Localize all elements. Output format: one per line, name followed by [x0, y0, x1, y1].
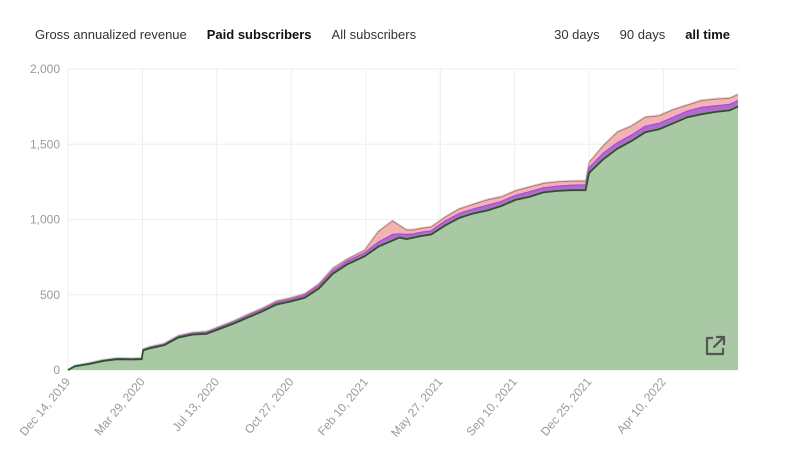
- series-3-line: [67, 94, 739, 371]
- y-tick-label: 1,000: [30, 213, 60, 227]
- x-tick-label: Mar 29, 2020: [92, 375, 148, 438]
- tab-gross-annualized-revenue[interactable]: Gross annualized revenue: [35, 27, 187, 42]
- series-1-area: [68, 106, 738, 370]
- x-tick-label: Apr 10, 2022: [614, 375, 669, 437]
- x-tick-label: Sep 10, 2021: [463, 375, 520, 439]
- x-tick-label: Jul 13, 2020: [169, 375, 222, 434]
- tab-paid-subscribers[interactable]: Paid subscribers: [206, 27, 312, 42]
- x-tick-label: Dec 14, 2019: [17, 375, 74, 439]
- series-3-line-highlight: [67, 93, 739, 370]
- y-tick-label: 1,500: [30, 137, 60, 151]
- x-tick-label: May 27, 2021: [388, 375, 446, 440]
- x-tick-label: Feb 10, 2021: [315, 375, 371, 438]
- series-3-band: [68, 94, 738, 370]
- series-1-line: [67, 105, 739, 371]
- y-tick-label: 2,000: [30, 62, 60, 76]
- tab-all-time[interactable]: all time: [685, 27, 730, 42]
- external-link-icon[interactable]: [703, 334, 727, 358]
- range-tabs: 30 days 90 days all time: [554, 27, 730, 42]
- metric-tabs: Gross annualized revenue Paid subscriber…: [35, 27, 416, 42]
- tab-90-days[interactable]: 90 days: [619, 27, 666, 42]
- y-tick-label: 0: [53, 363, 60, 377]
- series-2-band: [68, 100, 738, 370]
- tab-all-subscribers[interactable]: All subscribers: [331, 27, 417, 42]
- x-tick-label: Dec 25, 2021: [538, 375, 595, 439]
- x-tick-label: Oct 27, 2020: [242, 375, 297, 437]
- y-tick-label: 500: [40, 288, 60, 302]
- tab-30-days[interactable]: 30 days: [554, 27, 600, 42]
